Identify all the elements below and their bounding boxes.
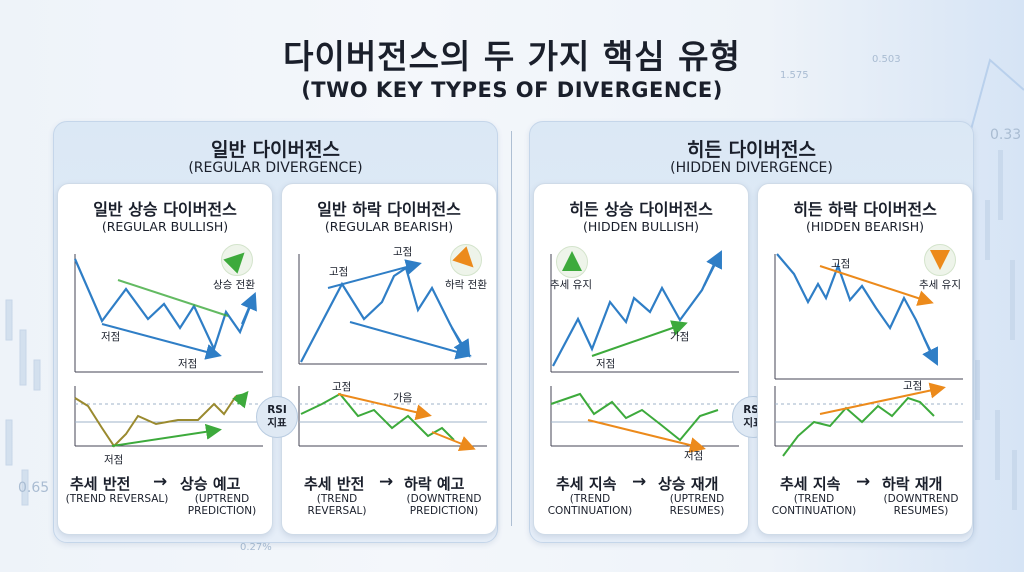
price-and-rsi-chart [73, 254, 263, 448]
price-and-rsi-chart [298, 254, 487, 451]
green-up-right-arrow-icon [223, 252, 245, 274]
foot-right-en: (UPTREND RESUMES) [669, 493, 725, 517]
card-regular-bearish: 일반 하락 다이버전스 (REGULAR BEARISH) 하락 전환 고점 고… [281, 183, 497, 535]
higher-high-trendline [327, 259, 422, 289]
bg-number: 1.575 [780, 70, 809, 81]
price-and-rsi-chart [774, 253, 963, 457]
rsi-low-label: 저점 [104, 454, 124, 466]
lower-low-trendline [101, 323, 222, 360]
group-subtitle: (REGULAR DIVERGENCE) [188, 160, 363, 176]
rsi-line [550, 392, 719, 442]
high-label: 고점 [329, 266, 349, 278]
price-line [300, 266, 466, 363]
foot-right-label: 하락 예고 [404, 475, 465, 493]
price-line [552, 255, 719, 367]
bg-number: 0.27% [240, 542, 272, 553]
foot-right-en: (DOWNTREND PREDICTION) [406, 493, 482, 517]
right-arrow-icon: → [153, 472, 168, 492]
higher-low-trendline [591, 320, 688, 357]
card-subtitle: (HIDDEN BEARISH) [805, 219, 925, 234]
rsi-indicator-badge: RSI 지표 [256, 396, 298, 438]
rsi-line [74, 395, 237, 448]
group-title: 일반 다이버전스 [211, 139, 340, 161]
foot-right-en: (UPTREND PREDICTION) [187, 493, 257, 517]
rsi-line [300, 392, 455, 441]
right-arrow-icon: → [379, 472, 394, 492]
foot-left-en: (TREND REVERSAL) [65, 493, 169, 505]
low-label: 저점 [178, 358, 198, 370]
badge [556, 246, 588, 278]
rsi-higher-high-trendline [819, 382, 946, 415]
group-title: 히든 다이버전스 [687, 139, 816, 161]
card-subtitle: (HIDDEN BULLISH) [583, 219, 699, 234]
low-label: 저점 [596, 358, 616, 370]
bg-number: 0.65 [18, 480, 49, 496]
foot-right-en: (DOWNTREND RESUMES) [883, 493, 959, 517]
foot-left-label: 추세 지속 [780, 475, 841, 493]
foot-left-label: 추세 반전 [304, 475, 365, 493]
right-arrow-icon: → [856, 472, 871, 492]
low-label: 저점 [101, 331, 121, 343]
badge [221, 244, 253, 276]
rsi-higher-low-trendline [111, 423, 222, 447]
bg-number: 0.503 [872, 54, 901, 65]
card-title: 히든 상승 다이버전스 [569, 200, 713, 219]
orange-down-arrow-icon [930, 250, 950, 270]
rsi-high-label: 고점 [903, 380, 923, 392]
right-arrow-icon: → [632, 472, 647, 492]
rsi-low-label: 저점 [684, 450, 704, 462]
low-label: 가점 [670, 331, 690, 343]
card-hidden-bullish: 히든 상승 다이버전스 (HIDDEN BULLISH) 추세 유지 저점 가점… [533, 183, 749, 535]
rsi-label: 지표 [267, 417, 287, 429]
rsi-high-label: 고점 [332, 381, 352, 393]
bullish-trendline [117, 279, 229, 317]
card-subtitle: (REGULAR BULLISH) [101, 219, 229, 234]
foot-left-label: 추세 지속 [556, 475, 617, 493]
foot-right-label: 상승 재개 [658, 475, 719, 493]
foot-left-en: (TREND CONTINUATION) [771, 493, 857, 517]
rsi-label: RSI [267, 404, 287, 416]
price-line [776, 253, 936, 361]
foot-left-en: (TREND REVERSAL) [307, 493, 367, 517]
card-subtitle: (REGULAR BEARISH) [324, 219, 454, 234]
lower-high-trendline [819, 265, 934, 306]
card-title: 일반 상승 다이버전스 [93, 200, 237, 219]
high-label: 고점 [393, 246, 413, 258]
bg-number: 0.33 [990, 127, 1021, 143]
signal-label: 추세 유지 [550, 279, 592, 291]
price-and-rsi-chart [550, 250, 739, 453]
badge [450, 244, 482, 276]
badge [924, 244, 956, 276]
high-label: 고점 [831, 258, 851, 270]
bearish-trendline [349, 321, 472, 360]
rsi-high-label: 가음 [393, 392, 413, 404]
page-title: 다이버전스의 두 가지 핵심 유형 [283, 37, 741, 76]
price-line [73, 258, 256, 353]
signal-label: 하락 전환 [445, 279, 487, 291]
foot-left-label: 추세 반전 [70, 475, 131, 493]
group-divider [511, 131, 512, 526]
orange-down-right-arrow-icon [452, 246, 474, 268]
signal-label: 상승 전환 [213, 279, 255, 291]
card-title: 히든 하락 다이버전스 [793, 200, 937, 219]
foot-right-label: 상승 예고 [180, 475, 241, 493]
page-subtitle: (TWO KEY TYPES OF DIVERGENCE) [301, 78, 723, 102]
signal-label: 추세 유지 [919, 279, 961, 291]
card-regular-bullish: 일반 상승 다이버전스 (REGULAR BULLISH) 상승 전환 저점 저… [57, 183, 273, 535]
group-subtitle: (HIDDEN DIVERGENCE) [670, 160, 833, 176]
foot-left-en: (TREND CONTINUATION) [547, 493, 633, 517]
card-hidden-bearish: 히든 하락 다이버전스 (HIDDEN BEARISH) 추세 유지 고점 고점… [757, 183, 973, 535]
green-up-arrow-icon [562, 251, 582, 271]
rsi-lower-low-trendline [587, 419, 706, 453]
foot-right-label: 하락 재개 [882, 475, 943, 493]
card-title: 일반 하락 다이버전스 [317, 200, 461, 219]
rsi-line [782, 396, 935, 457]
rsi-lower-high-trendline [337, 393, 432, 421]
